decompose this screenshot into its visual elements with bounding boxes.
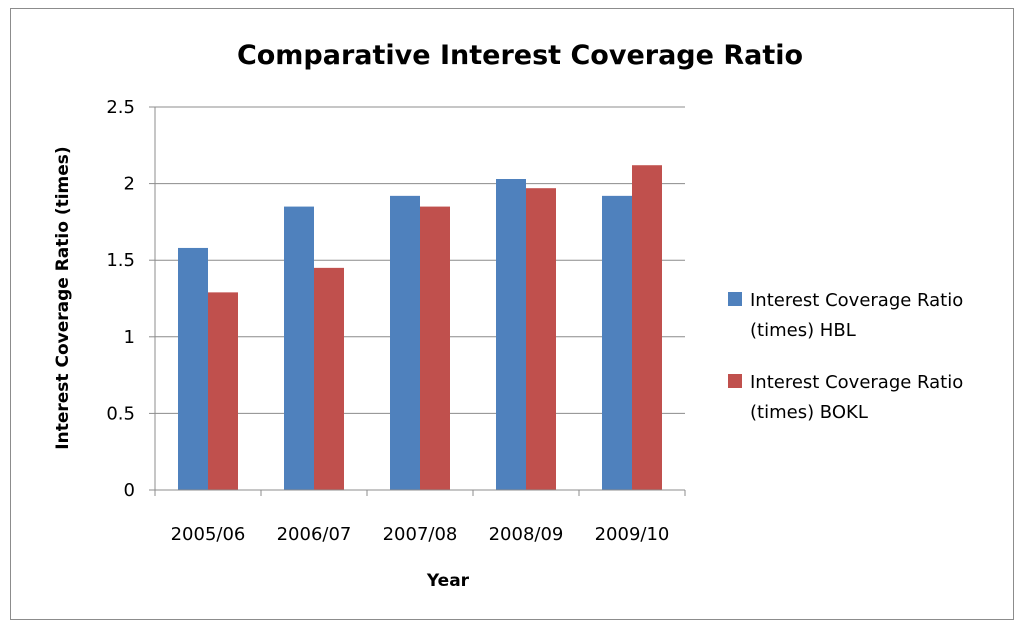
y-tick-label: 0.5 [106, 403, 135, 424]
y-tick-label: 1.5 [106, 250, 135, 271]
axes: 0 0.5 1 1.5 2 2.5 2005/06 2006/07 2007/08 2008/09… [106, 97, 686, 545]
x-tick-label: 2007/08 [383, 524, 458, 545]
legend-swatch [728, 292, 742, 306]
y-tick-label: 2.5 [106, 97, 135, 118]
bar [602, 195, 632, 490]
bar [284, 206, 314, 490]
bar [496, 179, 526, 490]
x-tick-label: 2006/07 [277, 524, 352, 545]
x-axis-title: Year [426, 571, 470, 591]
y-axis-title: Interest Coverage Ratio (times) [53, 146, 73, 449]
bar [208, 292, 238, 490]
legend-label: Interest Coverage Ratio [750, 290, 963, 311]
bar [178, 247, 208, 490]
bar [390, 195, 420, 490]
legend-swatch [728, 374, 742, 388]
bars [178, 165, 662, 491]
legend-label: (times) HBL [750, 320, 856, 341]
legend-label: (times) BOKL [750, 402, 868, 423]
y-tick-label: 1 [124, 327, 135, 348]
x-tick-label: 2005/06 [171, 524, 246, 545]
legend-label: Interest Coverage Ratio [750, 372, 963, 393]
x-tick-label: 2008/09 [489, 524, 564, 545]
chart-title: Comparative Interest Coverage Ratio [237, 40, 803, 71]
y-tick-label: 0 [124, 480, 135, 501]
bar [314, 267, 344, 490]
legend: Interest Coverage Ratio (times) HBL Intere… [728, 290, 963, 423]
y-tick-label: 2 [124, 174, 135, 195]
bar [420, 206, 450, 490]
bar [526, 188, 556, 491]
bar [632, 165, 662, 490]
x-tick-label: 2009/10 [595, 524, 670, 545]
